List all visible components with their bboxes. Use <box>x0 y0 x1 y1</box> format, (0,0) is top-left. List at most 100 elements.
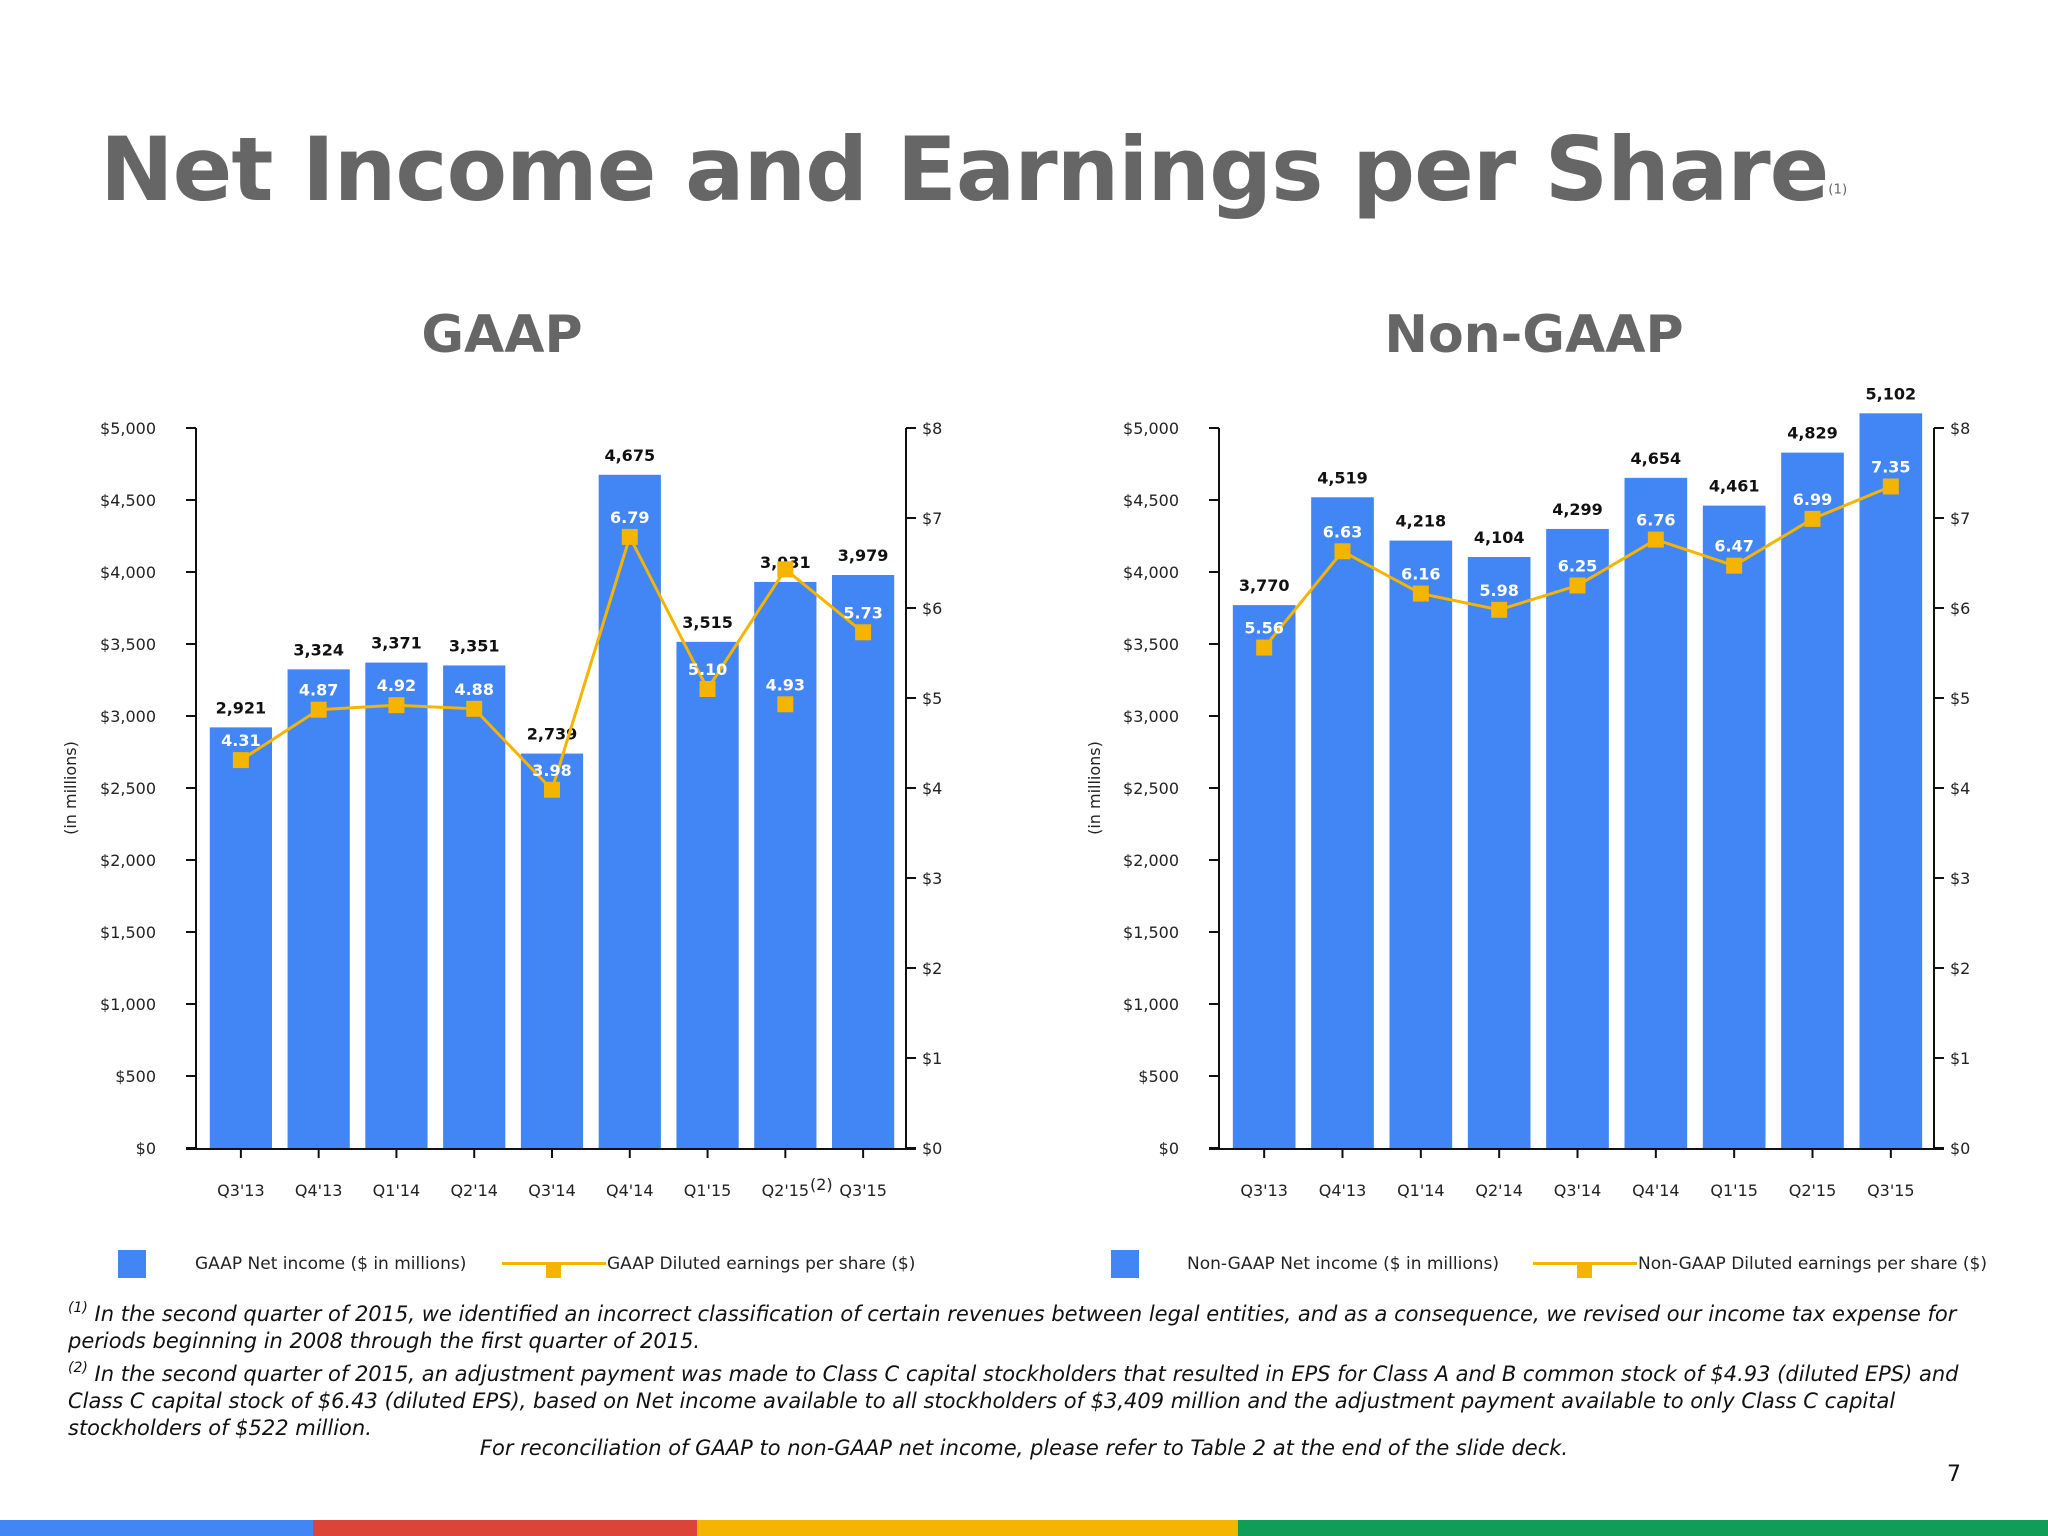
gaap-y-axis-label: (in millions) <box>61 741 80 835</box>
non-gaap-bar-value-label: 4,654 <box>1631 449 1682 468</box>
brand-bar-green <box>1238 1520 2048 1536</box>
non-gaap-y-axis-label: (in millions) <box>1085 741 1104 835</box>
non-gaap-left-tick-label: $1,500 <box>1123 923 1179 942</box>
gaap-eps-extra-marker <box>777 696 794 713</box>
gaap-bar <box>754 581 817 1148</box>
gaap-bar <box>520 753 584 1148</box>
gaap-right-tick-label: $7 <box>922 509 942 528</box>
gaap-left-tick-label: $0 <box>136 1139 156 1158</box>
gaap-left-tick-label: $2,500 <box>100 779 156 798</box>
non-gaap-bar-value-label: 4,104 <box>1474 528 1525 547</box>
non-gaap-bar-value-label: 4,829 <box>1787 424 1838 443</box>
gaap-eps-value-label: 4.92 <box>377 676 416 695</box>
footnotes: (1) In the second quarter of 2015, we id… <box>68 1295 2008 1442</box>
non-gaap-bar <box>1859 413 1923 1148</box>
non-gaap-eps-value-label: 5.98 <box>1479 581 1518 600</box>
non-gaap-eps-marker <box>1804 510 1821 527</box>
non-gaap-right-tick-label: $5 <box>1950 689 1970 708</box>
non-gaap-bar-value-label: 4,218 <box>1396 512 1447 531</box>
footnote-1-marker: (1) <box>68 1300 88 1316</box>
non-gaap-bar-legend-label: Non-GAAP Net income ($ in millions) <box>1187 1254 1499 1274</box>
gaap-eps-marker <box>544 781 560 798</box>
gaap-line-legend-label: GAAP Diluted earnings per share ($) <box>607 1254 916 1274</box>
non-gaap-x-tick-label: Q2'15 <box>1789 1181 1837 1200</box>
non-gaap-bar <box>1467 557 1531 1148</box>
non-gaap-bar <box>1702 505 1766 1149</box>
non-gaap-x-tick-label: Q2'14 <box>1475 1181 1523 1200</box>
non-gaap-left-tick-label: $1,000 <box>1123 995 1179 1014</box>
footnote-2-text: In the second quarter of 2015, an adjust… <box>68 1362 1959 1440</box>
gaap-bar-value-label: 3,979 <box>838 546 889 565</box>
gaap-bar-value-label: 2,921 <box>216 698 267 717</box>
gaap-bar-value-label: 4,675 <box>604 446 655 465</box>
non-gaap-eps-value-label: 6.63 <box>1323 522 1362 541</box>
brand-bar-red <box>313 1520 697 1536</box>
gaap-left-tick-label: $4,500 <box>100 491 156 510</box>
non-gaap-right-tick-label: $0 <box>1950 1139 1970 1158</box>
gaap-eps-marker <box>621 528 638 545</box>
non-gaap-eps-marker <box>1334 543 1351 560</box>
non-gaap-bar-value-label: 5,102 <box>1866 384 1917 403</box>
gaap-eps-value-label: 6.79 <box>610 508 649 527</box>
gaap-bar-legend-swatch <box>118 1250 146 1278</box>
gaap-eps-value-label: 4.88 <box>454 680 493 699</box>
gaap-x-tick-label: Q1'15 <box>684 1181 732 1200</box>
gaap-line-legend-swatch <box>502 1262 606 1278</box>
non-gaap-eps-value-label: 6.76 <box>1636 511 1675 530</box>
gaap-bar-value-label: 3,515 <box>682 613 733 632</box>
gaap-eps-value-label: 5.73 <box>843 603 882 622</box>
non-gaap-eps-value-label: 6.16 <box>1401 565 1440 584</box>
non-gaap-right-tick-label: $6 <box>1950 599 1970 618</box>
non-gaap-x-tick-label: Q1'15 <box>1710 1181 1758 1200</box>
gaap-bar-value-label: 3,371 <box>371 634 422 653</box>
non-gaap-right-tick-label: $7 <box>1950 509 1970 528</box>
footnote-1-text: In the second quarter of 2015, we identi… <box>68 1302 1957 1353</box>
gaap-bar <box>832 575 895 1148</box>
non-gaap-eps-marker <box>1569 577 1586 594</box>
non-gaap-left-tick-label: $3,000 <box>1123 707 1179 726</box>
gaap-left-tick-label: $500 <box>115 1067 156 1086</box>
non-gaap-eps-value-label: 6.25 <box>1558 557 1597 576</box>
non-gaap-left-tick-label: $500 <box>1138 1067 1179 1086</box>
gaap-eps-marker <box>388 697 405 714</box>
gaap-eps-marker <box>855 624 872 641</box>
non-gaap-left-tick-label: $4,500 <box>1123 491 1179 510</box>
gaap-eps-marker <box>232 752 249 769</box>
gaap-bar-value-label: 2,739 <box>527 725 578 744</box>
non-gaap-eps-value-label: 6.99 <box>1793 490 1832 509</box>
gaap-x-tick-label: Q3'15 <box>839 1181 887 1200</box>
gaap-eps-value-label: 3.98 <box>532 761 571 780</box>
title-footnote-marker: (1) <box>1828 182 1848 198</box>
footnote-2-marker: (2) <box>68 1360 88 1376</box>
gaap-left-tick-label: $2,000 <box>100 851 156 870</box>
non-gaap-right-tick-label: $4 <box>1950 779 1970 798</box>
gaap-eps-extra-label: 4.93 <box>766 675 805 694</box>
non-gaap-eps-value-label: 5.56 <box>1244 619 1283 638</box>
gaap-bar <box>365 662 428 1148</box>
non-gaap-x-tick-label: Q3'13 <box>1240 1181 1288 1200</box>
footnote-2: (2) In the second quarter of 2015, an ad… <box>68 1355 2008 1442</box>
gaap-right-tick-label: $2 <box>922 959 942 978</box>
gaap-x-tick-label: Q2'14 <box>450 1181 498 1200</box>
gaap-bar <box>676 641 739 1148</box>
non-gaap-left-tick-label: $5,000 <box>1123 419 1179 438</box>
gaap-eps-marker <box>777 561 794 578</box>
gaap-bar-value-label: 3,351 <box>449 636 500 655</box>
footnote-1: (1) In the second quarter of 2015, we id… <box>68 1295 2008 1355</box>
gaap-bar <box>209 727 272 1148</box>
gaap-chart-title: GAAP <box>421 305 583 365</box>
gaap-right-tick-label: $1 <box>922 1049 942 1068</box>
non-gaap-left-tick-label: $3,500 <box>1123 635 1179 654</box>
non-gaap-eps-marker <box>1726 557 1743 574</box>
non-gaap-eps-marker <box>1647 531 1664 548</box>
non-gaap-x-tick-label: Q4'13 <box>1319 1181 1367 1200</box>
brand-bar-blue <box>0 1520 313 1536</box>
page-title: Net Income and Earnings per Share(1) <box>100 118 1847 221</box>
non-gaap-bar <box>1624 477 1688 1149</box>
non-gaap-line-legend-label: Non-GAAP Diluted earnings per share ($) <box>1638 1254 1987 1274</box>
gaap-left-tick-label: $1,500 <box>100 923 156 942</box>
non-gaap-x-tick-label: Q3'15 <box>1867 1181 1915 1200</box>
non-gaap-x-tick-label: Q3'14 <box>1554 1181 1602 1200</box>
gaap-bar <box>443 665 506 1148</box>
